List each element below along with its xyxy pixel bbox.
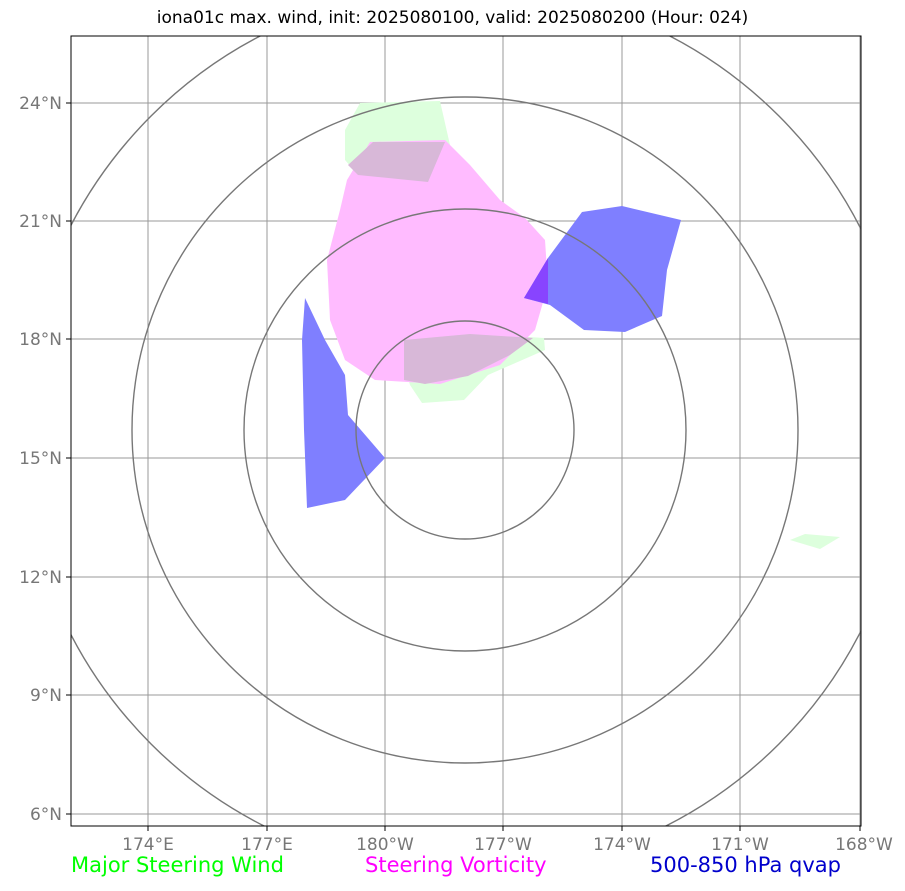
legend-steering-wind: Major Steering Wind [71,853,284,877]
legend-qvap: 500-850 hPa qvap [650,853,841,877]
lon-label: 174°E [122,835,174,855]
overlap-area-north [348,142,445,182]
lat-label: 12°N [19,568,62,588]
qvap-area-east [524,206,681,332]
lat-label: 18°N [19,330,62,350]
tick-marks [66,102,861,831]
lon-gridlines [147,36,861,826]
lat-label: 9°N [30,686,62,706]
lon-label: 174°W [593,835,651,855]
lon-label: 171°W [711,835,769,855]
qvap-overlap-area [524,258,548,304]
qvap-area-west [302,298,385,508]
lat-label: 24°N [19,94,62,114]
steering-wind-area-east [790,534,840,549]
overlap-area-center [404,334,533,384]
plot-frame [70,35,862,827]
legend-steering-vorticity: Steering Vorticity [365,853,547,877]
lon-label: 168°W [835,835,893,855]
map-title: iona01c max. wind, init: 2025080100, val… [156,8,749,28]
lon-label: 177°E [241,835,293,855]
lat-label: 15°N [19,449,62,469]
lon-label: 180°W [356,835,414,855]
lon-label: 177°W [474,835,532,855]
lat-label: 21°N [19,212,62,232]
steering-vorticity-area [327,140,548,384]
range-rings [71,36,861,826]
lat-label: 6°N [30,805,62,825]
